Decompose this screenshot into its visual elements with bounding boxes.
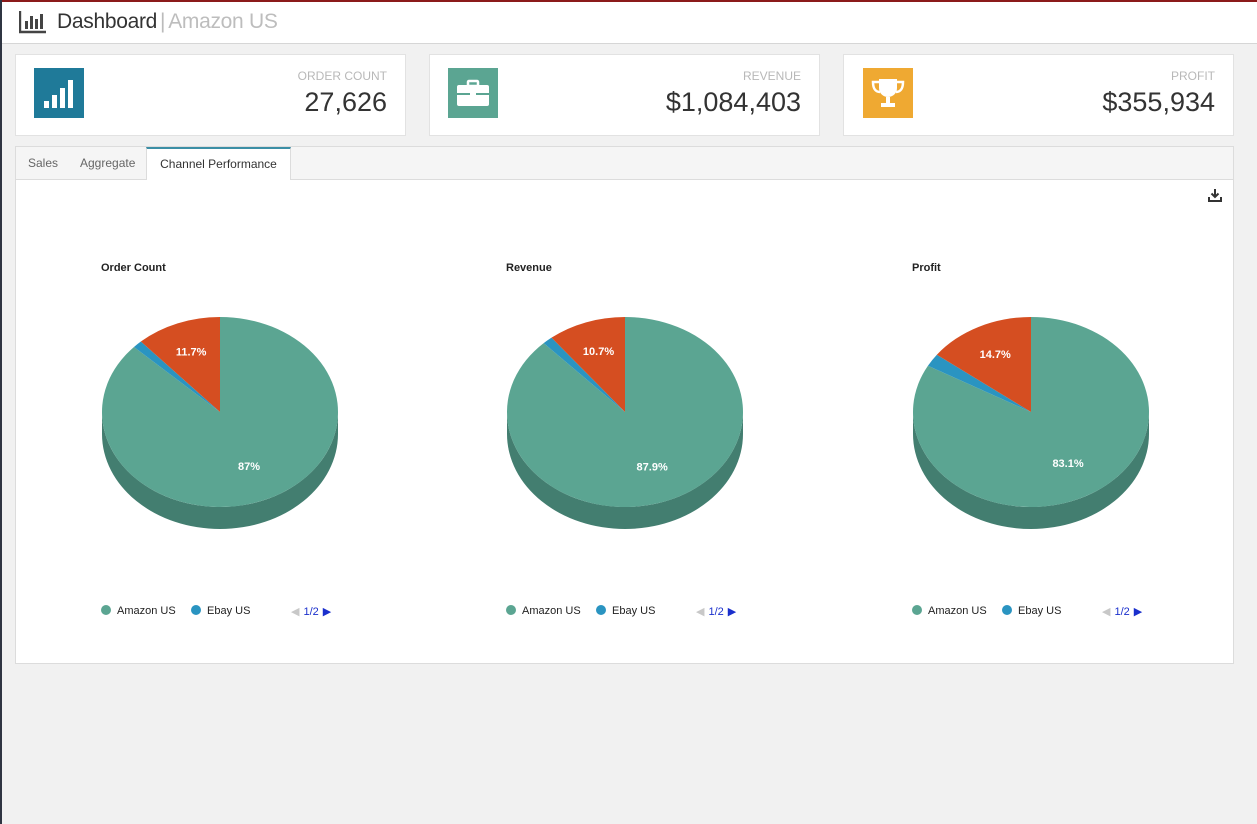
page-title-main: Dashboard	[57, 10, 158, 33]
bar-chart-icon	[34, 68, 84, 118]
page-subtitle: Amazon US	[168, 10, 278, 33]
kpi-value: 27,626	[304, 87, 387, 117]
pie-slice-other[interactable]	[551, 317, 625, 412]
legend-dot-icon	[1002, 605, 1012, 615]
triangle-left-icon[interactable]: ◀	[1102, 606, 1111, 618]
triangle-right-icon[interactable]: ▶	[1133, 606, 1143, 618]
pie-side-wall	[102, 412, 338, 529]
top-bar: Dashboard | Amazon US	[2, 0, 1257, 44]
legend-item-amazon-us[interactable]: Amazon US	[506, 605, 581, 617]
download-icon[interactable]	[1207, 187, 1223, 203]
tab-channel-performance[interactable]: Channel Performance	[146, 147, 291, 180]
pie-side-wall	[913, 412, 1149, 529]
title-separator: |	[160, 10, 166, 33]
pie-slice-label: 14.7%	[980, 349, 1011, 361]
chart-title: Profit	[912, 262, 941, 274]
tab-aggregate[interactable]: Aggregate	[80, 156, 136, 170]
pie-slice-ebay-us[interactable]	[543, 337, 625, 412]
kpi-value: $355,934	[1102, 87, 1215, 117]
bar-chart-icon	[19, 11, 46, 34]
triangle-right-icon[interactable]: ▶	[322, 606, 332, 618]
legend-page: 1/2	[1114, 606, 1130, 618]
kpi-card-profit: PROFIT $355,934	[843, 54, 1234, 136]
pie-slice-ebay-us[interactable]	[927, 354, 1031, 412]
briefcase-icon	[448, 68, 498, 118]
pie-slice-label: 10.7%	[583, 346, 614, 358]
legend-item-ebay-us[interactable]: Ebay US	[596, 605, 655, 617]
pie-chart-revenue: 87.9% 10.7%	[507, 317, 743, 529]
legend-dot-icon	[191, 605, 201, 615]
tab-bar: Sales Aggregate Channel Performance	[16, 147, 1233, 180]
legend-label: Amazon US	[928, 605, 987, 617]
kpi-label: ORDER COUNT	[297, 69, 387, 83]
kpi-card-order-count: ORDER COUNT 27,626	[15, 54, 406, 136]
legend-label: Ebay US	[612, 605, 656, 617]
kpi-card-revenue: REVENUE $1,084,403	[429, 54, 820, 136]
legend-dot-icon	[596, 605, 606, 615]
legend-dot-icon	[506, 605, 516, 615]
chart-legend: Amazon US Ebay US ◀ 1/2 ▶	[506, 605, 756, 619]
legend-item-ebay-us[interactable]: Ebay US	[1002, 605, 1061, 617]
kpi-label: PROFIT	[1171, 69, 1215, 83]
pie-slice-label: 11.7%	[176, 347, 207, 359]
pie-slice-label: 83.1%	[1052, 458, 1083, 470]
channel-panel: Sales Aggregate Channel Performance Orde…	[15, 146, 1234, 664]
page-title: Dashboard | Amazon US	[57, 10, 278, 34]
legend-item-ebay-us[interactable]: Ebay US	[191, 605, 250, 617]
pie-slice-other[interactable]	[140, 317, 220, 412]
legend-label: Amazon US	[117, 605, 176, 617]
pie-slice-other[interactable]	[936, 317, 1031, 412]
legend-dot-icon	[912, 605, 922, 615]
legend-pager: ◀ 1/2 ▶	[696, 605, 736, 618]
legend-label: Amazon US	[522, 605, 581, 617]
legend-item-amazon-us[interactable]: Amazon US	[101, 605, 176, 617]
legend-pager: ◀ 1/2 ▶	[1102, 605, 1142, 618]
pie-slice-label: 87%	[238, 461, 260, 473]
pie-chart-order-count: 87% 11.7%	[101, 317, 339, 529]
triangle-right-icon[interactable]: ▶	[727, 606, 737, 618]
chart-legend: Amazon US Ebay US ◀ 1/2 ▶	[912, 605, 1162, 619]
legend-pager: ◀ 1/2 ▶	[291, 605, 331, 618]
trophy-icon	[863, 68, 913, 118]
pie-slice-ebay-us[interactable]	[133, 341, 220, 412]
tab-sales[interactable]: Sales	[28, 156, 59, 170]
pie-slice-amazon-us[interactable]	[101, 317, 339, 507]
pie-slice-label: 87.9%	[637, 462, 668, 474]
window-edge	[0, 0, 2, 824]
legend-label: Ebay US	[207, 605, 251, 617]
chart-title: Revenue	[506, 262, 552, 274]
triangle-left-icon[interactable]: ◀	[291, 606, 300, 618]
legend-page: 1/2	[303, 606, 319, 618]
legend-page: 1/2	[708, 606, 724, 618]
legend-dot-icon	[101, 605, 111, 615]
legend-label: Ebay US	[1018, 605, 1062, 617]
kpi-value: $1,084,403	[665, 87, 801, 117]
chart-title: Order Count	[101, 262, 166, 274]
legend-item-amazon-us[interactable]: Amazon US	[912, 605, 987, 617]
pie-chart-profit: 83.1% 14.7%	[913, 317, 1149, 529]
triangle-left-icon[interactable]: ◀	[696, 606, 705, 618]
chart-legend: Amazon US Ebay US ◀ 1/2 ▶	[101, 605, 351, 619]
pie-side-wall	[507, 412, 743, 529]
kpi-label: REVENUE	[742, 69, 801, 83]
